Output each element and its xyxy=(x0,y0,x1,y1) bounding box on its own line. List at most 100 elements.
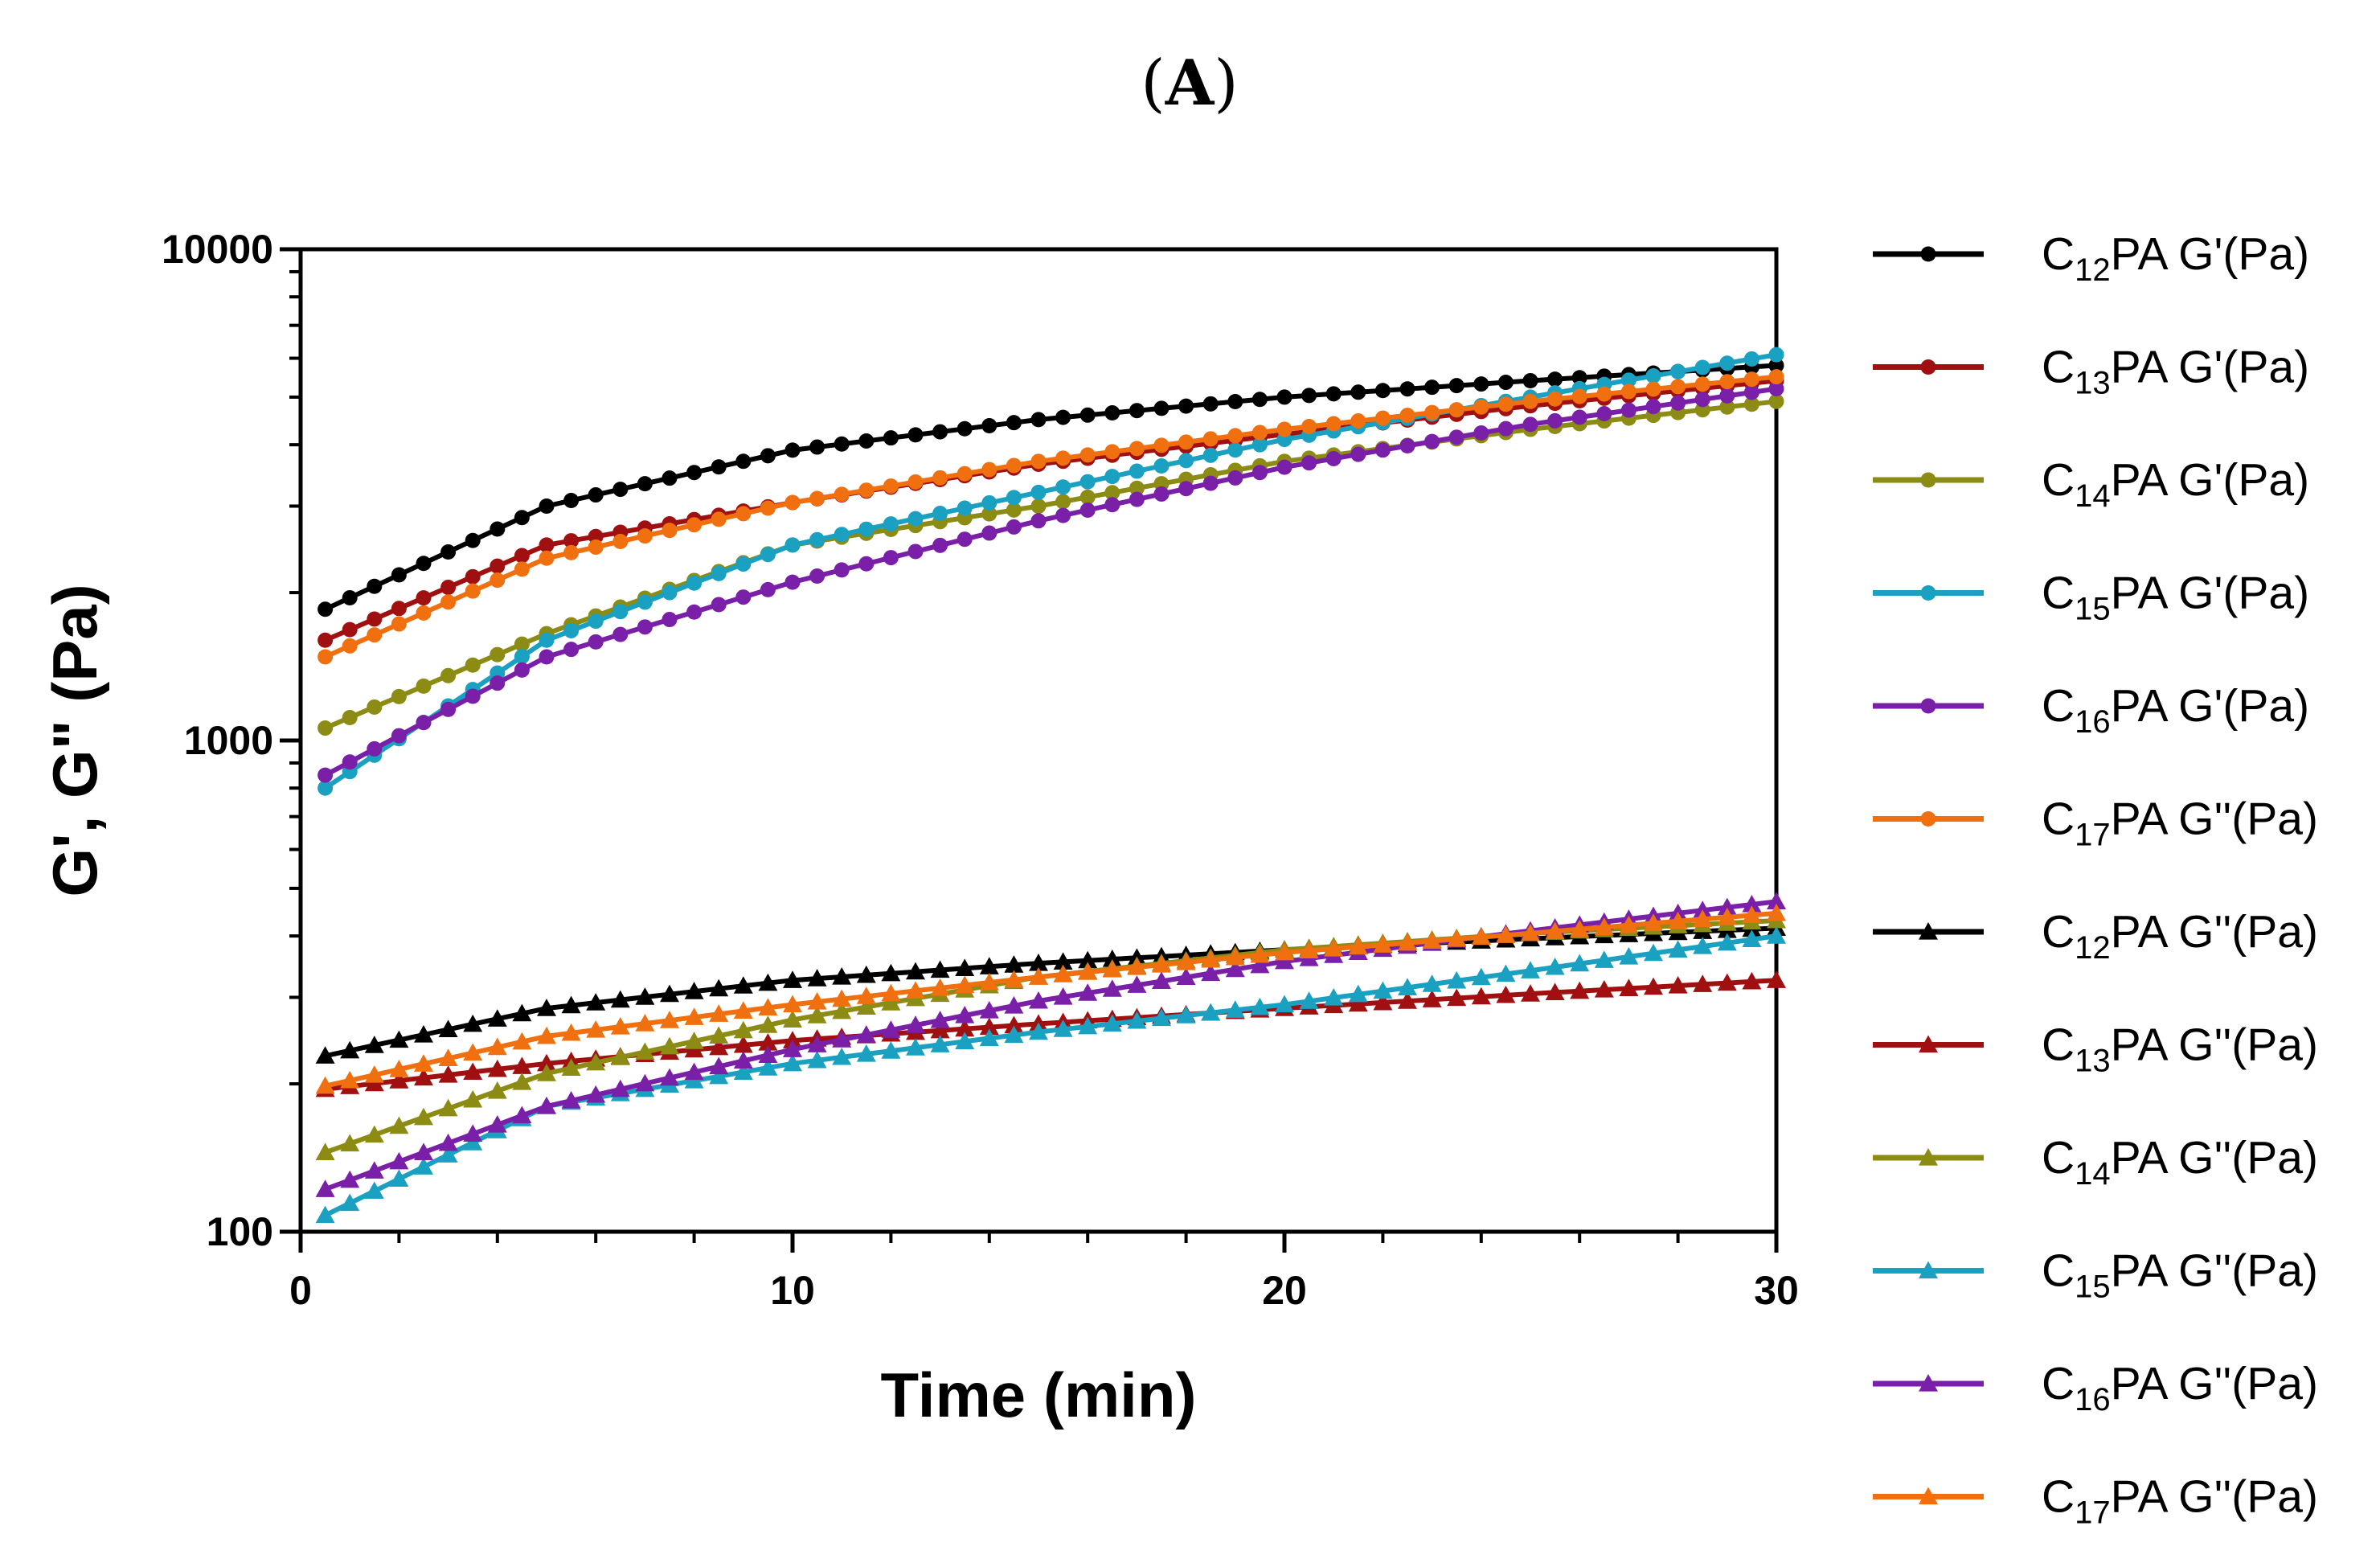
x-axis-title: Time (min) xyxy=(881,1360,1197,1430)
data-point xyxy=(317,632,334,648)
data-point xyxy=(758,1015,778,1033)
series-c15pa-g-pa- xyxy=(317,347,1784,796)
data-point xyxy=(561,1023,581,1041)
data-point xyxy=(957,420,973,437)
data-point xyxy=(315,1205,335,1224)
data-point xyxy=(537,1053,556,1072)
data-point xyxy=(1153,457,1170,474)
data-point xyxy=(1545,982,1565,1001)
data-point xyxy=(784,494,801,511)
data-point xyxy=(1250,997,1270,1015)
data-point xyxy=(783,1031,802,1048)
data-point xyxy=(758,1058,778,1076)
data-point xyxy=(1448,429,1464,445)
data-point xyxy=(684,1062,704,1081)
data-point xyxy=(512,1073,532,1090)
data-point xyxy=(1004,995,1024,1014)
data-point xyxy=(979,1028,999,1047)
data-point xyxy=(389,1169,409,1187)
data-point xyxy=(881,1020,901,1038)
data-point xyxy=(1227,470,1243,486)
data-point xyxy=(1596,406,1612,422)
data-point xyxy=(858,556,875,572)
data-point xyxy=(1373,981,1393,999)
data-point xyxy=(686,517,703,533)
data-point xyxy=(537,999,556,1016)
legend-item: C16PA G'(Pa) xyxy=(1873,680,2309,740)
data-point xyxy=(1571,388,1587,404)
data-point xyxy=(1422,990,1442,1007)
data-point xyxy=(832,1030,852,1048)
data-point xyxy=(637,619,653,635)
data-point xyxy=(955,1032,975,1049)
data-point xyxy=(1129,491,1145,507)
data-point xyxy=(834,527,850,543)
data-point xyxy=(660,1011,679,1028)
data-point xyxy=(660,1068,679,1086)
data-point xyxy=(1719,388,1735,404)
data-point xyxy=(612,626,629,642)
data-point xyxy=(662,523,678,539)
data-point xyxy=(1398,991,1417,1009)
data-point xyxy=(490,521,506,537)
data-point xyxy=(1079,502,1096,518)
data-point xyxy=(389,1116,409,1134)
data-point xyxy=(1424,379,1440,396)
data-point xyxy=(858,433,875,449)
data-point xyxy=(1717,907,1737,925)
data-point xyxy=(1767,926,1786,944)
data-point xyxy=(957,466,973,482)
data-point xyxy=(834,562,850,578)
data-point xyxy=(1178,434,1194,450)
data-point xyxy=(1521,984,1540,1002)
data-point xyxy=(389,1030,409,1048)
data-point xyxy=(1350,413,1366,429)
data-point xyxy=(1919,1374,1938,1392)
data-point xyxy=(391,616,407,632)
data-point xyxy=(539,632,555,648)
data-point xyxy=(807,1035,827,1052)
data-point xyxy=(783,1010,802,1028)
data-point xyxy=(367,611,383,627)
data-point xyxy=(1104,444,1120,460)
data-point xyxy=(760,547,776,563)
data-point xyxy=(832,967,852,985)
data-point xyxy=(1004,1025,1024,1044)
data-point xyxy=(1919,1035,1938,1053)
data-point xyxy=(490,572,506,589)
data-point xyxy=(1571,370,1587,386)
data-point xyxy=(711,511,727,527)
x-tick-label: 10 xyxy=(770,1268,815,1313)
data-point xyxy=(465,532,481,548)
data-point xyxy=(315,1142,335,1161)
data-point xyxy=(809,531,825,548)
data-point xyxy=(1399,437,1415,453)
data-point xyxy=(561,995,581,1014)
data-point xyxy=(1422,931,1442,950)
data-point xyxy=(733,1035,753,1053)
data-point xyxy=(440,544,457,560)
data-point xyxy=(1547,391,1563,407)
data-point xyxy=(1030,484,1047,500)
data-point xyxy=(1129,403,1145,419)
data-point xyxy=(315,1179,335,1197)
data-point xyxy=(1919,1261,1938,1279)
data-point xyxy=(709,1066,729,1085)
data-point xyxy=(735,589,752,605)
data-point xyxy=(1225,959,1245,978)
plot-area: 100 1000 10000 0 10 20 30 xyxy=(162,227,1799,1313)
data-point xyxy=(1275,951,1294,970)
data-point xyxy=(635,1014,655,1032)
data-point xyxy=(1251,437,1268,453)
data-point xyxy=(438,1065,458,1083)
x-tick-label: 0 xyxy=(289,1268,312,1313)
data-point xyxy=(856,1044,876,1062)
data-point xyxy=(1447,970,1467,989)
data-point xyxy=(1743,351,1759,367)
data-point xyxy=(364,1064,384,1083)
legend-item: C12PA G''(Pa) xyxy=(1873,906,2318,966)
legend-label: C16PA G''(Pa) xyxy=(2042,1358,2318,1417)
data-point xyxy=(1227,442,1243,458)
data-point xyxy=(783,1053,802,1072)
data-point xyxy=(684,1032,704,1049)
